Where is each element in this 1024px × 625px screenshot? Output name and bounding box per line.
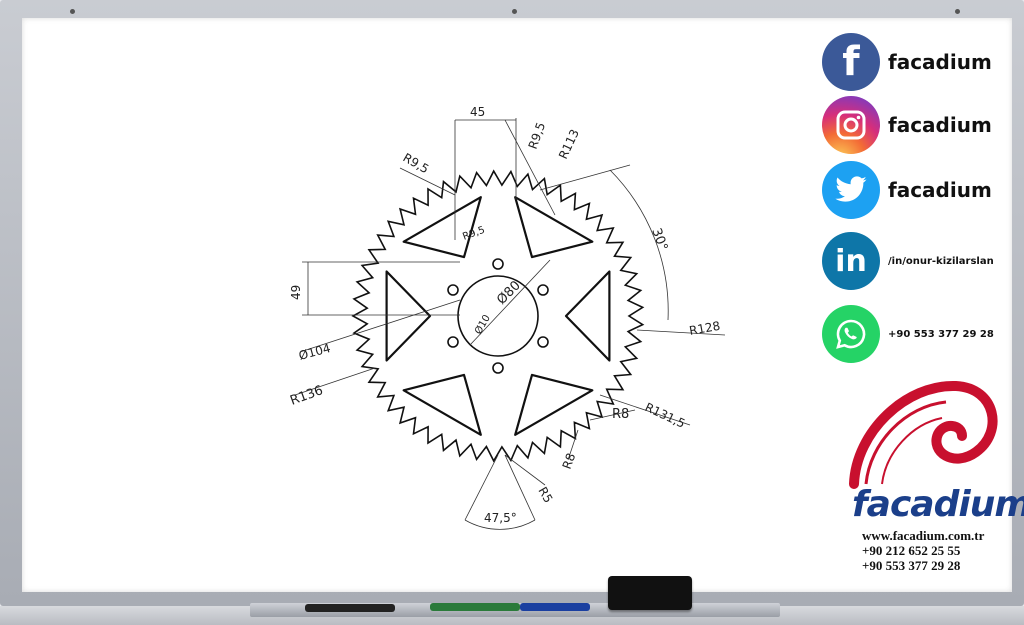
bolt-hole <box>447 336 459 348</box>
twitter-icon <box>822 161 880 219</box>
whatsapp-number: +90 553 377 29 28 <box>888 328 994 340</box>
dim-r136: R136 <box>288 383 325 409</box>
lightening-window <box>402 373 482 436</box>
marker-blue <box>520 603 590 611</box>
social-linkedin[interactable]: in /in/onur-kizilarslan <box>822 232 994 290</box>
dim-r9-5-inner: R9,5 <box>461 225 486 243</box>
twitter-handle: facadium <box>888 178 992 202</box>
facebook-icon: f <box>822 33 880 91</box>
frame-rivet <box>70 9 75 14</box>
center-bore <box>457 275 539 357</box>
sprocket-geometry <box>351 169 645 463</box>
bolt-hole <box>492 362 504 374</box>
social-twitter[interactable]: facadium <box>822 161 992 219</box>
dim-49: 49 <box>289 285 303 300</box>
sprocket-teeth-outline <box>351 169 645 463</box>
social-facebook[interactable]: f facadium <box>822 33 992 91</box>
brand-phone-2[interactable]: +90 553 377 29 28 <box>862 558 961 573</box>
bolt-hole <box>537 284 549 296</box>
instagram-handle: facadium <box>888 113 992 137</box>
marker-black <box>305 604 395 612</box>
brand-phone-1[interactable]: +90 212 652 25 55 <box>862 543 961 558</box>
dim-r131-5: R131,5 <box>643 400 688 431</box>
dim-45: 45 <box>470 105 485 119</box>
brand-swirl-logo <box>849 380 998 489</box>
linkedin-handle: /in/onur-kizilarslan <box>888 255 994 267</box>
brand-name: facadium <box>852 484 1024 525</box>
frame-rivet <box>512 9 517 14</box>
frame-rivet <box>955 9 960 14</box>
dim-r9-5-top: R9,5 <box>526 120 549 151</box>
lightening-window <box>385 270 432 362</box>
dim-r9-5-left: R9,5 <box>401 150 432 176</box>
dim-r8-a: R8 <box>612 407 629 422</box>
brand-website[interactable]: www.facadium.com.tr <box>862 528 985 543</box>
dim-r113: R113 <box>556 127 582 161</box>
lightening-window <box>402 196 482 259</box>
social-instagram[interactable]: facadium <box>822 96 992 154</box>
whatsapp-icon <box>822 305 880 363</box>
marker-green <box>430 603 520 611</box>
instagram-icon <box>822 96 880 154</box>
lightening-window <box>514 196 594 259</box>
bolt-hole <box>492 258 504 270</box>
bolt-hole <box>537 336 549 348</box>
dim-d104: Ø104 <box>297 341 332 363</box>
dimension-lines <box>294 118 726 530</box>
facebook-handle: facadium <box>888 50 992 74</box>
dim-30-deg: 30° <box>648 226 670 253</box>
social-whatsapp[interactable]: +90 553 377 29 28 <box>822 305 994 363</box>
dim-r8-b: R8 <box>560 451 579 471</box>
dim-r128: R128 <box>688 319 721 338</box>
dim-r5: R5 <box>535 485 555 506</box>
linkedin-icon: in <box>822 232 880 290</box>
dim-47-5-deg: 47,5° <box>484 511 517 525</box>
lightening-window <box>564 270 611 362</box>
dim-d10: Ø10 <box>472 313 493 337</box>
lightening-window <box>514 373 594 436</box>
eraser <box>608 576 692 610</box>
bolt-hole <box>447 284 459 296</box>
